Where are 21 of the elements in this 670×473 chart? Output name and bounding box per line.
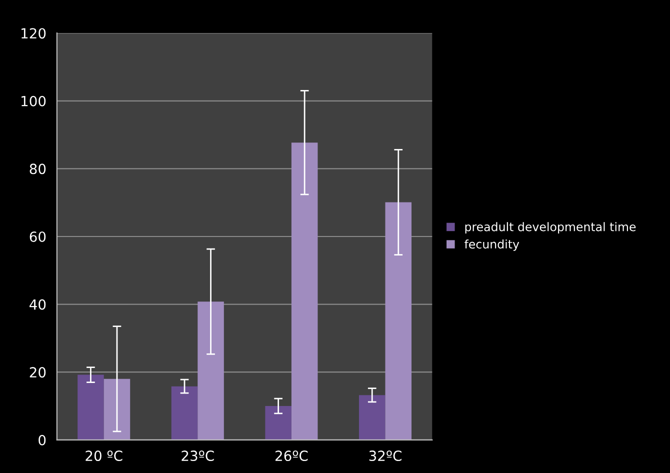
y-tick-label: 60: [30, 231, 46, 242]
y-tick-label: 80: [30, 164, 46, 174]
y-tick-label: 120: [22, 28, 46, 39]
legend-label: preadult developmental time: [465, 222, 636, 234]
bar: [385, 202, 412, 440]
bar: [104, 378, 130, 440]
x-tick-label: 23ºC: [182, 450, 214, 462]
bar: [265, 406, 292, 440]
bar: [198, 302, 224, 440]
bar: [291, 142, 318, 440]
x-tick-label: 32ºC: [369, 450, 402, 462]
y-tick-label: 20: [30, 367, 46, 378]
x-tick-label: 20 ºC: [86, 450, 122, 462]
legend-label: fecundity: [464, 239, 520, 251]
bar: [78, 374, 104, 440]
y-tick-label: 100: [22, 96, 46, 106]
y-tick-label: 40: [30, 299, 46, 310]
x-tick-label: 26ºC: [276, 450, 308, 462]
bar: [358, 395, 386, 440]
y-tick-label: 0: [38, 434, 46, 446]
bar: [171, 386, 198, 440]
